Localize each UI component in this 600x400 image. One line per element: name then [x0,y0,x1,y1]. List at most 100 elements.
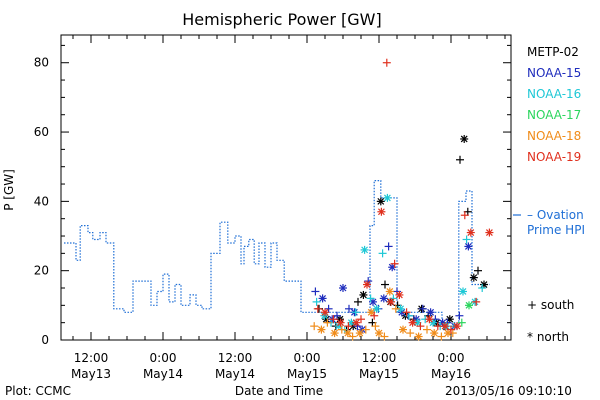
data-point [426,308,435,317]
data-point [385,287,394,296]
plot-frame [60,34,512,341]
x-tick-date-label: May16 [431,367,471,381]
data-point [395,290,404,299]
data-point [474,266,482,275]
marker-stroke [344,329,352,337]
data-point [348,332,357,341]
data-point [457,318,466,327]
marker-stroke [377,197,385,205]
data-point [310,322,319,331]
marker-stroke [460,135,468,143]
data-point [372,304,381,313]
x-axis-label: Date and Time [235,384,323,398]
data-point [324,304,333,313]
data-point [414,332,423,341]
data-point [351,308,360,317]
data-point [462,235,471,244]
legend-item: METP-02 [527,45,579,59]
data-point [355,329,364,338]
data-point [323,318,332,327]
data-point [352,318,361,327]
marker-stroke [352,319,360,327]
marker-stroke [367,308,375,316]
data-point [333,311,341,320]
y-tick-label: 20 [34,264,49,278]
y-tick-label: 60 [34,125,49,139]
y-axis: 0 20 40 60 80 [34,44,511,347]
data-point [478,284,487,293]
marker-stroke [339,284,347,292]
marker-stroke [427,308,435,316]
data-point [321,308,329,317]
marker-stroke [361,246,369,254]
data-point [430,329,439,338]
data-point [441,322,449,331]
marker-stroke [459,288,467,295]
data-point [359,290,368,299]
data-point [464,242,473,251]
marker-stroke [485,229,493,236]
data-point [360,245,369,254]
legend: METP-02 NOAA-15 NOAA-16 NOAA-17 NOAA-18 NOAA-… [527,45,581,164]
ovation-prime-hpi-line [64,180,490,327]
data-point [433,322,442,331]
data-point [312,297,321,306]
data-point [382,58,391,67]
marker-stroke [397,305,405,313]
data-point [381,280,389,289]
data-point [378,249,387,258]
data-point [465,301,473,310]
data-point [311,287,320,296]
data-point [318,294,327,303]
marker-stroke [425,315,433,323]
data-point [379,294,388,303]
data-point [437,332,446,341]
marker-stroke [359,291,367,299]
data-point [460,211,469,220]
data-point [329,315,338,324]
data-point [336,318,345,327]
x-tick-date-label: May15 [359,367,399,381]
x-tick-time-label: 0:00 [150,351,177,365]
data-point [455,311,464,320]
data-point [337,325,346,334]
data-point [408,318,417,327]
data-point [370,311,379,320]
data-point [399,325,407,334]
marker-stroke [337,319,345,327]
marker-stroke [465,301,473,309]
data-point [361,325,370,334]
marker-stroke [363,281,371,288]
data-point [418,304,427,313]
data-point [387,297,395,306]
data-point [480,280,488,289]
marker-stroke [444,329,452,337]
legend-item: NOAA-18 [527,129,581,143]
data-point [391,304,400,313]
data-point [466,228,475,237]
marker-stroke [409,319,417,327]
data-point [344,322,353,331]
marker-stroke [467,229,475,236]
data-point [390,259,399,268]
data-point [357,315,365,324]
marker-stroke [321,308,329,316]
data-point [354,297,362,306]
marker-stroke [429,319,437,327]
marker-stroke [415,333,423,340]
x-tick-time-label: 0:00 [438,351,465,365]
marker-stroke [395,291,403,299]
data-point [447,325,455,334]
y-axis-label: P [GW] [2,169,16,211]
marker-stroke [398,308,406,316]
chart-title: Hemispheric Power [GW] [182,10,381,29]
marker-stroke [377,208,385,216]
marker-stroke [386,288,394,295]
data-point [396,304,405,313]
y-tick-label: 40 [34,194,49,208]
data-point [345,304,353,313]
north-marker-key: * north [527,330,569,344]
legend-item: NOAA-19 [527,150,581,164]
marker-stroke [373,305,381,313]
